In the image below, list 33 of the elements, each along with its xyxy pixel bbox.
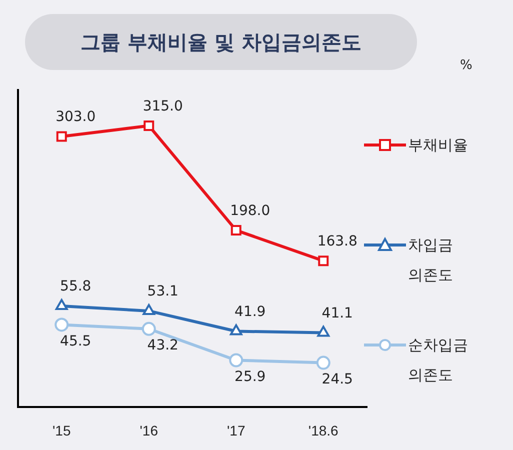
text: % bbox=[460, 58, 472, 73]
point bbox=[55, 299, 68, 310]
point bbox=[144, 120, 154, 131]
data-label: 43.2 bbox=[147, 338, 178, 354]
legend-label: 차입금 의존도 bbox=[408, 235, 453, 286]
x-tick-label: '17 bbox=[227, 422, 246, 438]
data-label: 198.0 bbox=[230, 202, 270, 219]
legend-label: 순차입금 의존도 bbox=[408, 335, 468, 386]
point bbox=[56, 131, 67, 142]
point bbox=[229, 353, 244, 368]
chart-title: 그룹 부채비율 및 차입금의존도 bbox=[25, 14, 417, 70]
x-tick-label: '18.6 bbox=[308, 422, 339, 438]
point bbox=[142, 322, 156, 336]
data-label: 25.9 bbox=[234, 368, 266, 385]
point bbox=[230, 324, 242, 336]
data-label: 303.0 bbox=[56, 109, 96, 126]
data-label: 45.5 bbox=[60, 333, 92, 350]
data-label: 24.5 bbox=[322, 371, 353, 388]
data-label: 315.0 bbox=[142, 98, 183, 114]
x-tick-label: '16 bbox=[140, 422, 158, 438]
point bbox=[54, 318, 69, 332]
point bbox=[317, 326, 330, 337]
data-label: 41.9 bbox=[234, 304, 266, 320]
data-label: 53.1 bbox=[147, 284, 178, 300]
legend-label: 부채비율 bbox=[408, 135, 468, 156]
point bbox=[142, 304, 156, 315]
point bbox=[318, 256, 329, 266]
data-label: 163.8 bbox=[317, 233, 358, 250]
point bbox=[230, 225, 242, 236]
data-label: 55.8 bbox=[60, 278, 92, 295]
data-label: 41.1 bbox=[322, 305, 353, 322]
x-tick-label: '15 bbox=[52, 422, 71, 438]
point bbox=[316, 356, 330, 370]
